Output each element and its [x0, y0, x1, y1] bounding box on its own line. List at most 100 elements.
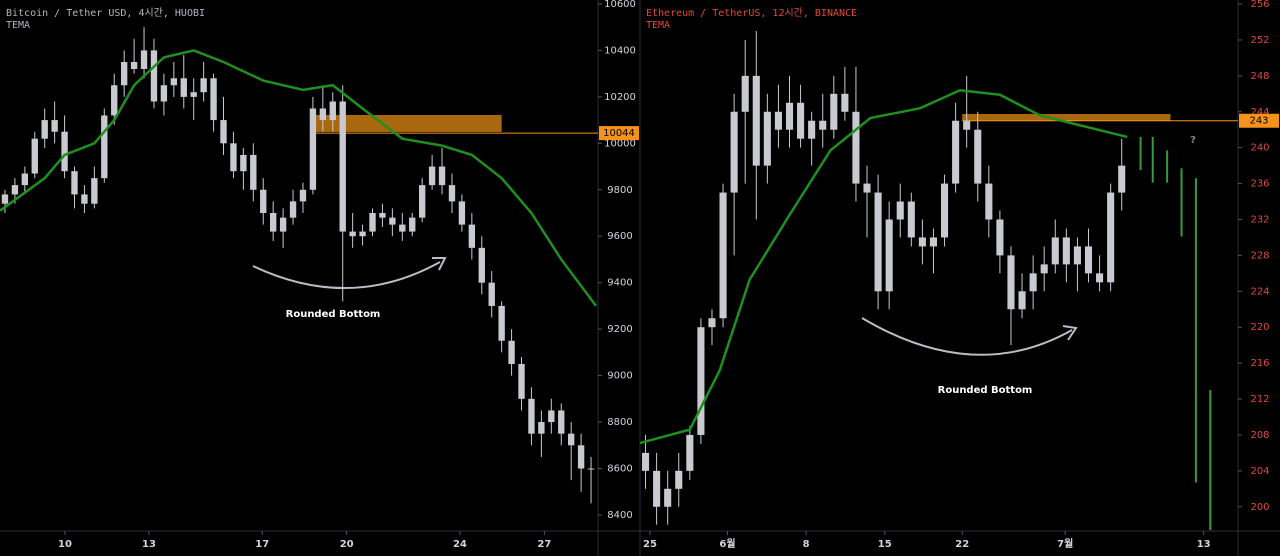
- tema-line: [0, 49, 598, 307]
- candle-body: [319, 108, 327, 121]
- y-tick-label: 228: [1250, 250, 1269, 261]
- y-tick-label: 252: [1250, 35, 1269, 46]
- candle-body: [929, 237, 938, 247]
- candle-body: [51, 120, 58, 132]
- candle-body: [269, 213, 277, 232]
- y-tick-label: 10000: [604, 138, 636, 149]
- candle-body: [852, 111, 860, 184]
- candle-body: [200, 78, 207, 93]
- candle-body: [488, 282, 495, 306]
- candle-body: [587, 468, 595, 470]
- x-tick-label: 17: [255, 539, 269, 550]
- candle-body: [577, 445, 585, 469]
- chart-title: Bitcoin / Tether USD, 4시간, HUOBI: [6, 7, 205, 19]
- x-tick-label: 27: [537, 539, 551, 550]
- y-tick-label: 9600: [607, 231, 632, 242]
- annotation: Rounded Bottom: [938, 385, 1033, 396]
- candle-body: [664, 488, 672, 507]
- candle-body: [1084, 246, 1093, 274]
- candle-body: [708, 318, 716, 328]
- y-tick-label: 212: [1250, 394, 1269, 405]
- candle-body: [548, 410, 555, 423]
- candle-body: [369, 213, 376, 232]
- candle-body: [819, 120, 827, 130]
- resistance-zone: [962, 114, 1171, 121]
- y-tick-label: 208: [1250, 430, 1269, 441]
- candle-body: [508, 340, 515, 364]
- candle-body: [11, 185, 19, 195]
- candle-body: [349, 231, 356, 237]
- y-tick-label: 10600: [604, 0, 636, 10]
- indicator-label: TEMA: [6, 20, 30, 31]
- candle-body: [220, 120, 227, 144]
- candle-body: [863, 183, 871, 193]
- x-tick-label: 10: [58, 539, 72, 550]
- y-tick-label: 236: [1250, 179, 1269, 190]
- candle-body: [140, 50, 148, 69]
- candle-body: [240, 154, 247, 172]
- y-tick-label: 204: [1250, 466, 1269, 477]
- y-tick-label: 8600: [607, 464, 632, 475]
- candle-body: [675, 470, 683, 489]
- candle-body: [289, 201, 297, 218]
- candle-body: [1118, 165, 1126, 193]
- candle-body: [952, 120, 960, 184]
- candle-body: [974, 129, 982, 184]
- price-label-box: [599, 126, 639, 141]
- candle-body: [71, 171, 78, 195]
- candle-body: [686, 434, 694, 471]
- y-tick-label: 256: [1250, 0, 1269, 10]
- candle-body: [518, 363, 525, 399]
- candle-body: [428, 166, 436, 186]
- y-tick-label: 9000: [607, 371, 632, 382]
- candle-body: [985, 183, 993, 220]
- indicator-label: TEMA: [646, 20, 670, 31]
- candle-body: [498, 305, 505, 341]
- x-tick-label: 25: [643, 539, 657, 550]
- x-tick-label: 6월: [719, 538, 735, 550]
- x-tick-label: 15: [878, 539, 892, 550]
- candle-body: [653, 470, 661, 507]
- candle-body: [91, 178, 98, 204]
- candle-body: [1007, 255, 1015, 310]
- y-tick-label: 9200: [607, 324, 632, 335]
- candle-body: [697, 327, 705, 435]
- candle-body: [61, 131, 68, 172]
- candle-body: [130, 62, 138, 69]
- y-tick-label: 9800: [607, 185, 632, 196]
- y-tick-label: 220: [1250, 322, 1269, 333]
- candle-body: [448, 185, 456, 202]
- candle-body: [379, 213, 386, 218]
- candle-body: [359, 231, 366, 237]
- chart-title: Ethereum / TetherUS, 12시간, BINANCE: [646, 7, 857, 19]
- candle-body: [101, 115, 108, 179]
- candle-body: [478, 247, 485, 283]
- candle-body: [558, 410, 565, 434]
- x-tick-label: 7월: [1057, 538, 1073, 550]
- x-tick-label: 13: [142, 539, 156, 550]
- candle-body: [170, 78, 178, 86]
- candle-body: [329, 101, 336, 121]
- candle-body: [111, 85, 118, 116]
- candle-body: [1107, 192, 1115, 283]
- candle-body: [730, 111, 738, 193]
- candle-body: [752, 75, 760, 166]
- candle-body: [885, 219, 893, 292]
- candle-body: [260, 189, 267, 214]
- candle-body: [468, 224, 476, 248]
- price-label: 243: [1249, 116, 1268, 127]
- candle-body: [250, 154, 257, 190]
- candle-body: [963, 120, 971, 130]
- arrow-head: [1062, 325, 1078, 341]
- y-tick-label: 200: [1250, 502, 1269, 513]
- candle-body: [1018, 291, 1026, 310]
- candle-body: [774, 111, 782, 130]
- candle-body: [1062, 237, 1070, 265]
- x-tick-label: 20: [340, 539, 354, 550]
- arc-arrow: [252, 261, 441, 290]
- candle-body: [339, 101, 346, 232]
- candle-body: [1040, 264, 1048, 274]
- y-tick-label: 9400: [607, 278, 632, 289]
